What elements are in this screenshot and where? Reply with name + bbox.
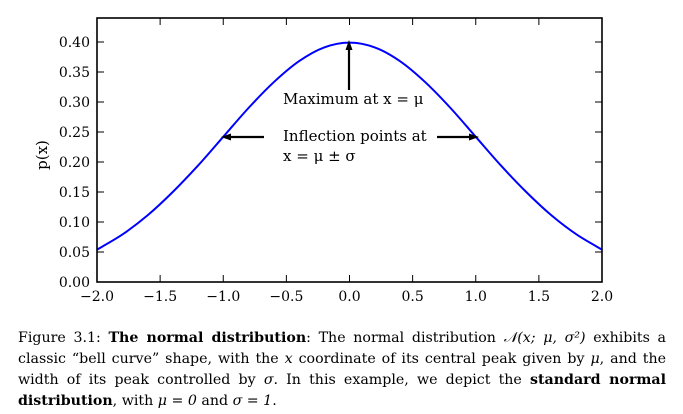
caption-bold-title: The normal distribution xyxy=(108,330,307,346)
maximum-annotation: Maximum at x = μ xyxy=(283,90,424,108)
caption-text: . xyxy=(272,393,277,409)
x-tick-label: −1.0 xyxy=(206,289,240,305)
y-tick-label: 0.15 xyxy=(59,185,90,201)
y-tick-label: 0.20 xyxy=(59,155,90,171)
y-tick-label: 0.10 xyxy=(59,215,90,231)
caption-mu-eq: μ = 0 xyxy=(157,393,197,409)
x-tick-label: 2.0 xyxy=(591,289,613,305)
caption-text: exhibits a classic “bell curve” shape, w… xyxy=(18,330,667,367)
y-tick-label: 0.40 xyxy=(59,35,90,51)
inflection-annotation-line2: x = μ ± σ xyxy=(283,147,356,165)
x-tick-label: −0.5 xyxy=(269,289,303,305)
maximum-arrow-head xyxy=(345,40,353,50)
figure-label: Figure 3.1: xyxy=(18,330,101,346)
y-tick-label: 0.00 xyxy=(59,275,90,291)
inflection-arrow-right-head xyxy=(469,133,479,141)
caption-text: and xyxy=(196,393,233,409)
caption-var-x: x xyxy=(284,351,293,367)
normal-distribution-chart: p(x) −2.0 −1.5 −1.0 −0.5 0.0 0.5 1.0 1.5 2.0 0.00… xyxy=(33,17,613,305)
caption-var-mu: μ xyxy=(590,351,600,367)
caption-text: : The normal distribution xyxy=(306,330,504,346)
caption-text: coordinate of its central peak given by xyxy=(292,351,591,367)
annotations: Maximum at x = μ Inflection points at x … xyxy=(221,40,479,165)
caption-sigma-eq: σ = 1 xyxy=(232,393,273,409)
y-tick-label: 0.05 xyxy=(59,245,90,261)
y-tick-label: 0.35 xyxy=(59,65,90,81)
caption-notation: 𝒩(x; μ, σ²) xyxy=(503,330,586,346)
y-axis-label-group: p(x) xyxy=(33,140,51,170)
inflection-arrow-left-head xyxy=(221,133,231,141)
caption-var-sigma: σ xyxy=(263,372,274,388)
y-tick-label: 0.25 xyxy=(59,125,90,141)
y-axis-label: p(x) xyxy=(33,140,51,170)
x-tick-label: 1.0 xyxy=(465,289,487,305)
x-tick-label: −1.5 xyxy=(143,289,177,305)
plot-frame xyxy=(96,17,603,283)
y-tick-label: 0.30 xyxy=(59,95,90,111)
inflection-annotation-line1: Inflection points at xyxy=(283,127,427,145)
x-tick-label: −2.0 xyxy=(80,289,114,305)
figure-caption: Figure 3.1: The normal distribution: The… xyxy=(18,328,666,412)
x-tick-label: 1.5 xyxy=(528,289,550,305)
x-tick-label: 0.0 xyxy=(338,289,360,305)
caption-bold-standard: standard normal distribution xyxy=(18,372,667,409)
axis-tick-labels: −2.0 −1.5 −1.0 −0.5 0.0 0.5 1.0 1.5 2.0 0.00 0.05 0… xyxy=(59,35,613,305)
x-tick-label: 0.5 xyxy=(401,289,423,305)
caption-text: . In this example, we depict the xyxy=(273,372,530,388)
caption-text: , with xyxy=(112,393,158,409)
caption-text: , and the width of its peak controlled b… xyxy=(18,351,666,388)
